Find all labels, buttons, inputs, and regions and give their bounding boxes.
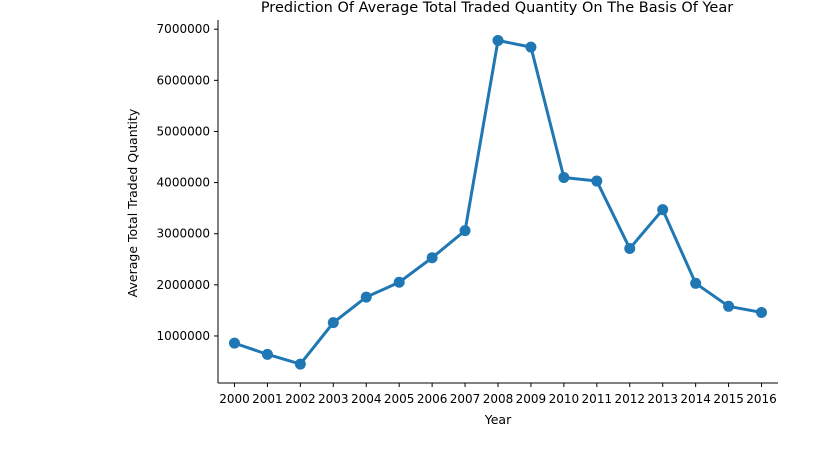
x-tick-label: 2015 <box>713 392 744 406</box>
x-ticks: 2000 2001 2002 2003 2004 2005 2006 2007 2008 2009… <box>219 383 777 406</box>
data-point <box>228 337 240 349</box>
x-axis-label: Year <box>484 412 512 427</box>
x-tick-label: 2011 <box>582 392 613 406</box>
data-point <box>624 243 636 255</box>
x-tick-label: 2013 <box>647 392 678 406</box>
y-tick-label: 5000000 <box>157 124 210 138</box>
chart-title: Prediction Of Average Total Traded Quant… <box>261 0 733 16</box>
x-tick-label: 2004 <box>351 392 382 406</box>
series-line <box>233 38 762 366</box>
x-tick-label: 2007 <box>450 392 481 406</box>
y-tick-label: 4000000 <box>157 176 210 190</box>
data-point <box>261 348 273 360</box>
data-point <box>327 317 339 329</box>
y-tick-label: 7000000 <box>157 22 210 36</box>
x-tick-label: 2016 <box>746 392 777 406</box>
x-tick-label: 2001 <box>252 392 283 406</box>
data-point <box>492 34 504 46</box>
x-tick-label: 2008 <box>483 392 514 406</box>
data-point <box>690 277 702 289</box>
y-axis-label: Average Total Traded Quantity <box>125 108 140 297</box>
x-tick-label: 2002 <box>285 392 316 406</box>
x-tick-label: 2000 <box>219 392 250 406</box>
x-tick-label: 2014 <box>680 392 711 406</box>
y-tick-label: 1000000 <box>157 329 210 343</box>
y-tick-label: 2000000 <box>157 278 210 292</box>
data-point <box>393 276 405 288</box>
x-tick-label: 2012 <box>614 392 645 406</box>
data-point <box>360 291 372 303</box>
x-tick-label: 2010 <box>549 392 580 406</box>
y-tick-label: 3000000 <box>157 227 210 241</box>
data-point <box>756 306 768 318</box>
y-ticks: 1000000 2000000 3000000 4000000 5000000 60000… <box>157 22 218 343</box>
data-point <box>558 171 570 183</box>
data-point <box>525 41 537 53</box>
data-point <box>657 204 669 216</box>
series-group <box>228 34 768 370</box>
data-point <box>723 300 735 312</box>
data-point <box>426 252 438 264</box>
x-tick-label: 2005 <box>384 392 415 406</box>
x-tick-label: 2009 <box>516 392 547 406</box>
y-tick-label: 6000000 <box>157 73 210 87</box>
axes <box>217 20 778 384</box>
data-point <box>591 175 603 187</box>
data-point <box>294 358 306 370</box>
x-tick-label: 2006 <box>417 392 448 406</box>
data-point <box>459 225 471 237</box>
x-tick-label: 2003 <box>318 392 349 406</box>
